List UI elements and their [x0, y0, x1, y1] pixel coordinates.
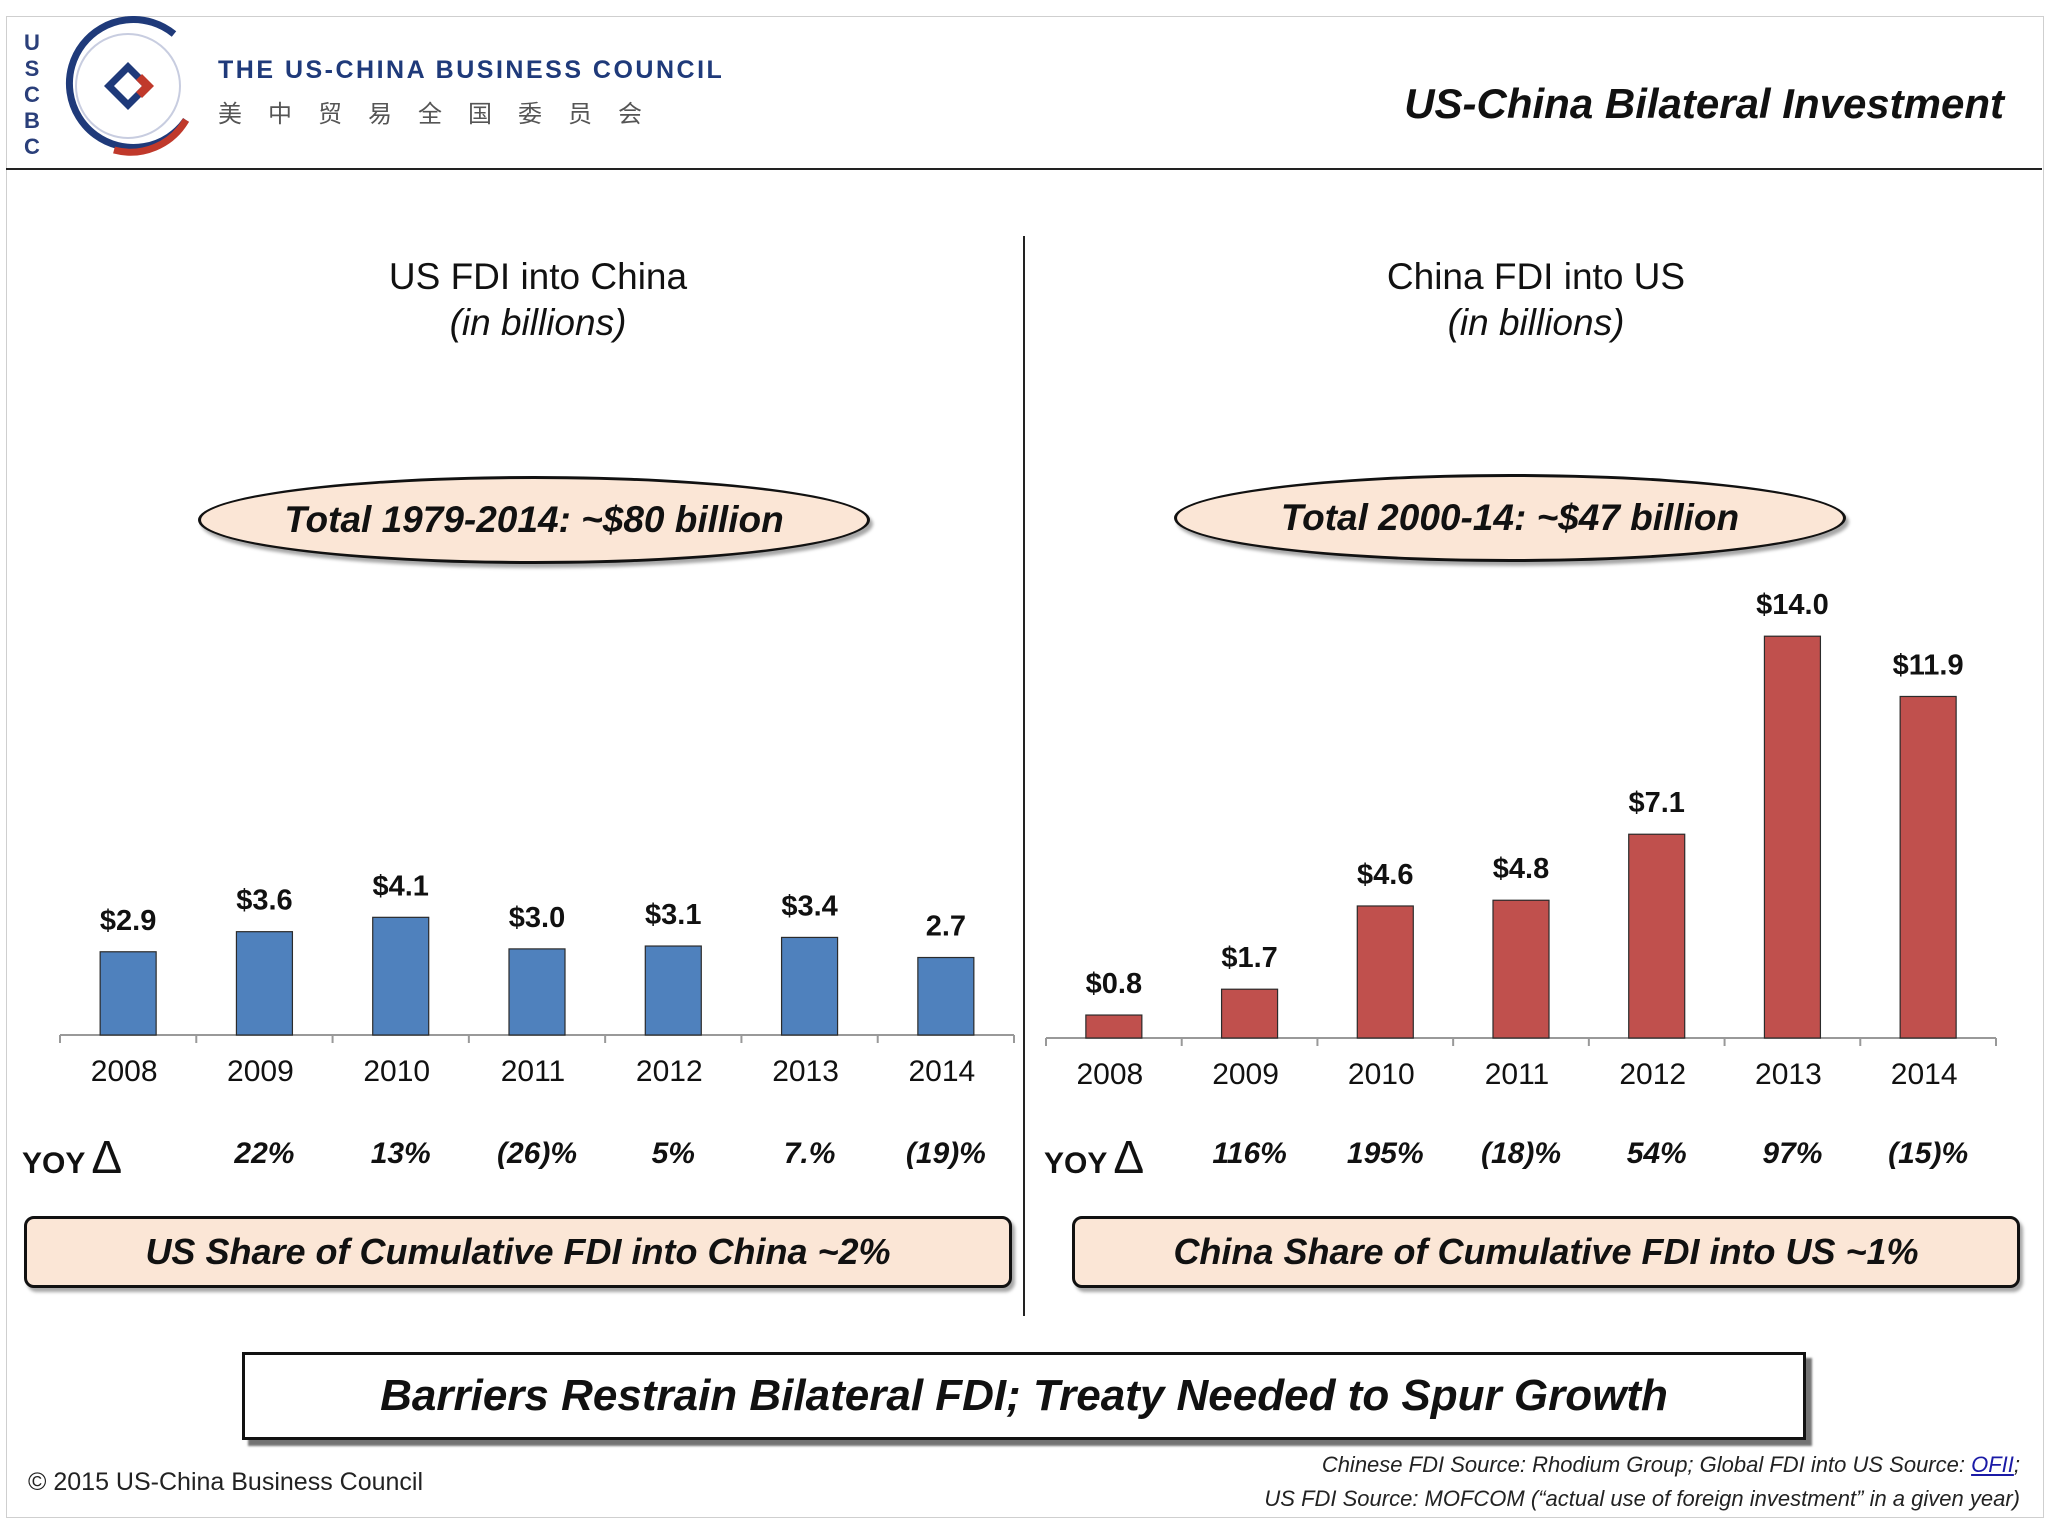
china-bar-2010	[1356, 905, 1414, 1039]
us-data-label-2011: $3.0	[509, 902, 565, 934]
us-tick-label-2009: 2009	[227, 1055, 294, 1088]
china-bar-2008	[1085, 1014, 1143, 1039]
china-bar-2014	[1899, 695, 1957, 1039]
us-tick-label-2012: 2012	[636, 1055, 703, 1088]
china-yoy-2012: 54%	[1627, 1137, 1687, 1170]
china-total-callout-text: Total 2000-14: ~$47 billion	[1280, 497, 1740, 538]
china-yoy-2013: 97%	[1762, 1137, 1822, 1170]
china-data-label-2013: $14.0	[1756, 589, 1829, 621]
us-tick-label-2010: 2010	[363, 1055, 430, 1088]
china-tick-label-2011: 2011	[1485, 1058, 1550, 1091]
logo-letter: S	[24, 56, 40, 81]
us-yoy-2010: 13%	[371, 1137, 431, 1170]
us-tick-label-2013: 2013	[772, 1055, 839, 1088]
us-bar-2013	[780, 936, 839, 1036]
chart-subtitle: (in billions)	[449, 302, 627, 343]
us-data-label-2010: $4.1	[372, 870, 428, 902]
logo-letter: U	[24, 30, 40, 55]
us-tick-label-2014: 2014	[908, 1055, 975, 1088]
china-bar-2009	[1220, 988, 1279, 1039]
panel-divider	[1023, 236, 1025, 1316]
china-data-label-2012: $7.1	[1628, 787, 1684, 819]
header-divider	[6, 168, 2042, 170]
us-bar-2012	[644, 945, 702, 1036]
us-fdi-chart-title: US FDI into China (in billions)	[188, 254, 888, 346]
china-yoy-2011: (18)%	[1481, 1137, 1561, 1170]
us-yoy-2013: 7.%	[784, 1137, 836, 1170]
us-bar-2009	[235, 931, 294, 1036]
source-line-2: US FDI Source: MOFCOM (“actual use of fo…	[1264, 1486, 2020, 1511]
us-yoy-2011: (26)%	[497, 1137, 577, 1170]
logo-letter: B	[24, 108, 40, 133]
org-name-english: THE US-CHINA BUSINESS COUNCIL	[218, 56, 725, 84]
logo-vertical-letters: U S C B C	[20, 30, 44, 160]
china-tick-label-2014: 2014	[1891, 1058, 1958, 1091]
us-data-label-2008: $2.9	[100, 905, 156, 937]
source-text: Chinese FDI Source: Rhodium Group; Globa…	[1321, 1452, 1972, 1477]
china-tick-label-2013: 2013	[1755, 1058, 1822, 1091]
china-data-label-2014: $11.9	[1893, 649, 1964, 681]
china-data-label-2011: $4.8	[1493, 853, 1549, 885]
delta-icon: Δ	[91, 1131, 123, 1183]
china-tick-label-2008: 2008	[1076, 1058, 1143, 1091]
source-line-1: Chinese FDI Source: Rhodium Group; Globa…	[1322, 1452, 2020, 1478]
china-tick-label-2009: 2009	[1212, 1058, 1279, 1091]
china-data-label-2009: $1.7	[1221, 942, 1277, 974]
us-data-label-2009: $3.6	[236, 885, 292, 917]
chart-subtitle: (in billions)	[1447, 302, 1625, 343]
us-bar-2011	[508, 948, 566, 1036]
us-data-label-2014: 2.7	[926, 911, 966, 943]
logo-letter: C	[24, 82, 40, 107]
china-data-label-2010: $4.6	[1357, 859, 1413, 891]
us-share-callout-text: US Share of Cumulative FDI into China ~2…	[145, 1231, 891, 1272]
org-name-chinese: 美中贸易全国委员会	[218, 100, 668, 128]
us-tick-label-2011: 2011	[501, 1055, 566, 1088]
us-yoy-label: YOY Δ	[22, 1130, 122, 1184]
us-yoy-2009: 22%	[233, 1137, 294, 1170]
china-share-callout-text: China Share of Cumulative FDI into US ~1…	[1173, 1231, 1919, 1272]
banner-text: Barriers Restrain Bilateral FDI; Treaty …	[380, 1371, 1668, 1420]
us-total-callout: Total 1979-2014: ~$80 billion	[198, 476, 870, 564]
chart-title-text: China FDI into US	[1386, 256, 1686, 297]
china-yoy-2009: 116%	[1212, 1137, 1287, 1170]
us-total-callout-text: Total 1979-2014: ~$80 billion	[284, 499, 784, 540]
source-suffix: ;	[2013, 1452, 2020, 1477]
china-tick-label-2010: 2010	[1348, 1058, 1415, 1091]
slide-title: US-China Bilateral Investment	[1404, 80, 2004, 127]
china-yoy-2010: 195%	[1347, 1137, 1424, 1170]
china-bar-2012	[1628, 833, 1686, 1039]
ofii-link[interactable]: OFII	[1971, 1452, 2014, 1477]
china-yoy-label: YOY Δ	[1044, 1130, 1144, 1184]
logo-letter: C	[24, 134, 40, 159]
china-bar-2011	[1492, 899, 1550, 1039]
china-share-callout: China Share of Cumulative FDI into US ~1…	[1072, 1216, 2020, 1288]
china-fdi-chart-title: China FDI into US (in billions)	[1186, 254, 1886, 346]
delta-icon: Δ	[1113, 1131, 1145, 1183]
china-yoy-2014: (15)%	[1888, 1137, 1968, 1170]
us-tick-label-2008: 2008	[91, 1055, 158, 1088]
china-total-callout: Total 2000-14: ~$47 billion	[1174, 474, 1846, 562]
us-bar-2010	[372, 916, 430, 1036]
us-share-callout: US Share of Cumulative FDI into China ~2…	[24, 1216, 1012, 1288]
chart-title-text: US FDI into China	[388, 256, 688, 297]
us-yoy-2012: 5%	[652, 1137, 695, 1170]
us-bar-2008	[99, 951, 157, 1036]
china-bar-2013	[1763, 635, 1822, 1039]
us-data-label-2013: $3.4	[781, 890, 837, 922]
yoy-text: YOY	[1044, 1147, 1108, 1180]
copyright: © 2015 US-China Business Council	[28, 1468, 424, 1496]
china-data-label-2008: $0.8	[1086, 968, 1142, 1000]
conclusion-banner: Barriers Restrain Bilateral FDI; Treaty …	[242, 1352, 1806, 1440]
yoy-text: YOY	[22, 1147, 86, 1180]
us-data-label-2012: $3.1	[645, 899, 701, 931]
uscbc-logo-icon	[65, 16, 190, 156]
us-bar-2014	[917, 956, 975, 1036]
china-tick-label-2012: 2012	[1619, 1058, 1686, 1091]
us-yoy-2014: (19)%	[906, 1137, 986, 1170]
